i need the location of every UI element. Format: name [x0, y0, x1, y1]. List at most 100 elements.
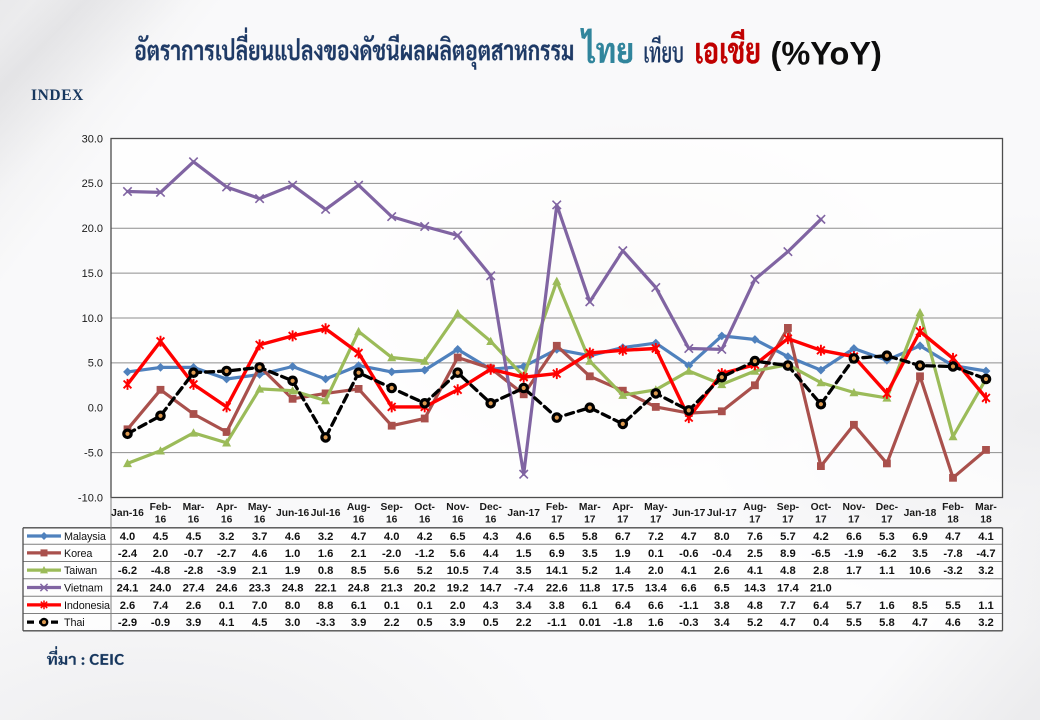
svg-text:Korea: Korea [64, 548, 92, 560]
svg-text:3.9: 3.9 [450, 617, 466, 629]
svg-text:22.6: 22.6 [546, 583, 568, 595]
svg-text:14.3: 14.3 [744, 583, 766, 595]
svg-text:Jun-16: Jun-16 [276, 508, 309, 519]
svg-text:-7.8: -7.8 [943, 548, 962, 560]
svg-text:14.7: 14.7 [480, 583, 502, 595]
svg-text:-1.2: -1.2 [415, 548, 434, 560]
svg-text:6.6: 6.6 [648, 600, 664, 612]
svg-text:2.2: 2.2 [516, 617, 532, 629]
svg-text:20.2: 20.2 [414, 583, 436, 595]
svg-text:0.5: 0.5 [483, 617, 499, 629]
svg-text:6.9: 6.9 [549, 548, 565, 560]
svg-text:Malaysia: Malaysia [64, 531, 106, 543]
svg-text:16: 16 [386, 515, 398, 526]
svg-text:17: 17 [584, 515, 596, 526]
svg-text:Apr-: Apr- [216, 502, 238, 513]
svg-text:24.1: 24.1 [117, 583, 139, 595]
svg-text:7.4: 7.4 [483, 565, 499, 577]
svg-text:24.8: 24.8 [282, 583, 304, 595]
svg-text:-3.9: -3.9 [217, 565, 236, 577]
svg-text:1.5: 1.5 [516, 548, 532, 560]
svg-text:6.9: 6.9 [912, 531, 928, 543]
svg-text:8.0: 8.0 [714, 531, 730, 543]
svg-text:INDEX: INDEX [31, 87, 84, 104]
svg-text:1.6: 1.6 [879, 600, 895, 612]
svg-text:17: 17 [848, 515, 860, 526]
svg-text:4.0: 4.0 [120, 531, 136, 543]
svg-text:Nov-: Nov- [842, 502, 865, 513]
svg-text:5.5: 5.5 [846, 617, 862, 629]
svg-text:4.7: 4.7 [780, 617, 796, 629]
svg-text:4.1: 4.1 [747, 565, 763, 577]
svg-text:11.8: 11.8 [579, 583, 600, 595]
svg-text:-2.4: -2.4 [118, 548, 138, 560]
svg-text:17: 17 [749, 515, 761, 526]
svg-text:17.4: 17.4 [777, 583, 800, 595]
svg-text:10.6: 10.6 [909, 565, 931, 577]
svg-text:7.7: 7.7 [780, 600, 796, 612]
svg-text:0.8: 0.8 [318, 565, 334, 577]
svg-text:Aug-: Aug- [743, 502, 767, 513]
svg-text:17: 17 [650, 515, 662, 526]
svg-text:10.5: 10.5 [447, 565, 469, 577]
svg-text:3.2: 3.2 [219, 531, 235, 543]
svg-text:17: 17 [617, 515, 629, 526]
svg-text:17: 17 [551, 515, 563, 526]
svg-text:5.7: 5.7 [780, 531, 796, 543]
svg-text:18: 18 [980, 515, 992, 526]
svg-text:2.6: 2.6 [714, 565, 730, 577]
svg-text:2.2: 2.2 [384, 617, 400, 629]
svg-text:2.6: 2.6 [186, 600, 202, 612]
svg-text:1.6: 1.6 [648, 617, 664, 629]
svg-text:16: 16 [221, 515, 233, 526]
svg-text:24.0: 24.0 [150, 583, 172, 595]
svg-text:4.7: 4.7 [945, 531, 961, 543]
svg-text:14.1: 14.1 [546, 565, 568, 577]
svg-text:4.0: 4.0 [384, 531, 400, 543]
svg-text:Aug-: Aug- [347, 502, 371, 513]
svg-text:8.9: 8.9 [780, 548, 796, 560]
svg-text:-0.3: -0.3 [679, 617, 698, 629]
svg-text:Taiwan: Taiwan [64, 565, 97, 577]
svg-text:8.5: 8.5 [351, 565, 367, 577]
svg-text:5.2: 5.2 [417, 565, 433, 577]
svg-text:1.4: 1.4 [615, 565, 631, 577]
svg-text:2.1: 2.1 [252, 565, 268, 577]
svg-text:-1.9: -1.9 [844, 548, 863, 560]
svg-text:17: 17 [881, 515, 893, 526]
svg-text:-3.2: -3.2 [943, 565, 962, 577]
svg-text:Apr-: Apr- [612, 502, 634, 513]
svg-text:16: 16 [452, 515, 464, 526]
svg-text:7.6: 7.6 [747, 531, 763, 543]
svg-text:7.4: 7.4 [153, 600, 169, 612]
svg-text:10.0: 10.0 [82, 313, 103, 325]
svg-text:-6.2: -6.2 [877, 548, 896, 560]
svg-text:23.3: 23.3 [249, 583, 271, 595]
svg-text:25.0: 25.0 [82, 178, 103, 190]
svg-text:4.2: 4.2 [813, 531, 829, 543]
svg-text:4.7: 4.7 [681, 531, 697, 543]
svg-text:21.3: 21.3 [381, 583, 403, 595]
svg-text:7.0: 7.0 [252, 600, 268, 612]
svg-text:-0.4: -0.4 [712, 548, 732, 560]
svg-text:0.4: 0.4 [813, 617, 829, 629]
svg-text:5.0: 5.0 [88, 358, 103, 370]
svg-text:1.9: 1.9 [285, 565, 301, 577]
svg-text:May-: May- [248, 502, 272, 513]
svg-text:-6.2: -6.2 [118, 565, 137, 577]
svg-text:Dec-: Dec- [480, 502, 503, 513]
svg-text:1.1: 1.1 [978, 600, 994, 612]
svg-text:Jul-17: Jul-17 [707, 508, 737, 519]
svg-text:4.6: 4.6 [516, 531, 532, 543]
svg-text:7.2: 7.2 [648, 531, 664, 543]
svg-text:4.6: 4.6 [285, 531, 301, 543]
svg-text:6.7: 6.7 [615, 531, 631, 543]
svg-text:3.5: 3.5 [582, 548, 598, 560]
svg-text:-10.0: -10.0 [78, 492, 103, 504]
svg-text:17.5: 17.5 [612, 583, 634, 595]
svg-text:21.0: 21.0 [810, 583, 832, 595]
svg-text:1.1: 1.1 [879, 565, 895, 577]
svg-text:8.8: 8.8 [318, 600, 334, 612]
svg-text:1.0: 1.0 [285, 548, 301, 560]
svg-text:-4.7: -4.7 [976, 548, 995, 560]
